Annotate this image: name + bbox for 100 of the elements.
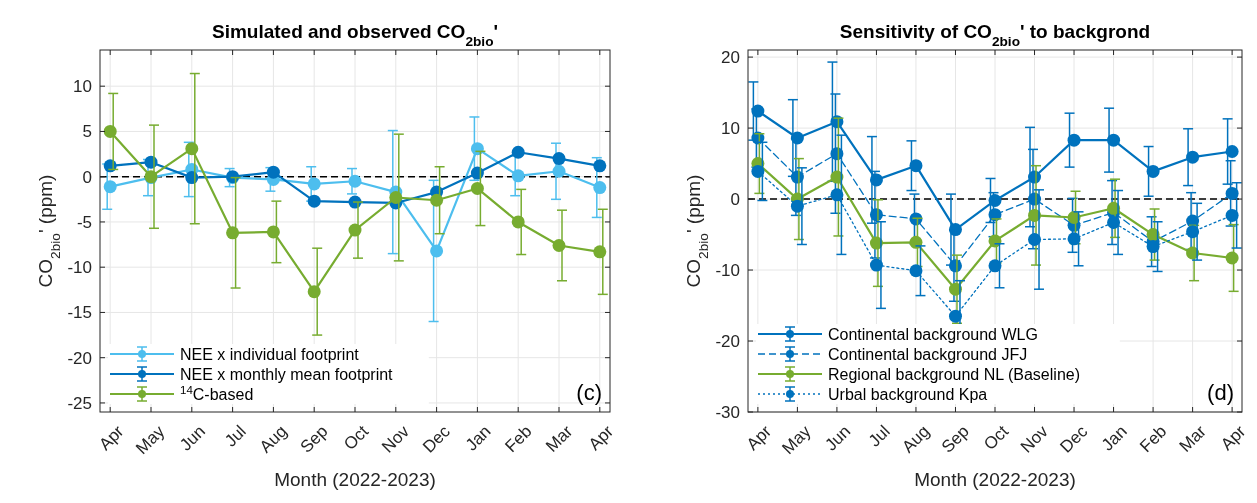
point: [1146, 240, 1160, 254]
x-tick-label: Mar: [542, 421, 577, 456]
point: [1186, 225, 1200, 239]
x-tick-label: Apr: [584, 421, 618, 454]
x-tick-label: Sep: [296, 421, 332, 457]
point: [830, 188, 844, 202]
point: [593, 245, 607, 259]
y-tick-label: 0: [730, 190, 740, 210]
x-tick-label: Aug: [255, 421, 291, 457]
point: [511, 145, 525, 159]
point: [307, 285, 321, 299]
y-tick-label: -10: [715, 260, 740, 280]
point: [348, 174, 362, 188]
legend-label: Continental background WLG: [828, 325, 1038, 343]
point: [1186, 150, 1200, 164]
point: [909, 264, 923, 278]
x-axis-title: Month (2022-2023): [914, 469, 1076, 490]
chart-title: Simulated and observed CO$_{2bio}$': [211, 21, 499, 49]
point: [593, 181, 607, 195]
x-tick-label: Sep: [937, 421, 973, 457]
point: [1225, 186, 1239, 200]
legend-label: Regional background NL (Baseline): [828, 365, 1080, 383]
x-axis-title: Month (2022-2023): [274, 469, 436, 490]
y-tick-label: -20: [715, 331, 740, 351]
point: [470, 181, 484, 195]
x-tick-label: Mar: [1175, 421, 1211, 456]
point: [266, 165, 280, 179]
point: [1067, 232, 1081, 246]
x-tick-label: May: [132, 421, 169, 458]
point: [470, 166, 484, 180]
point: [1225, 251, 1239, 265]
point: [511, 215, 525, 229]
x-tick-label: Nov: [378, 421, 414, 457]
y-tick-label: 10: [721, 119, 740, 139]
point: [307, 194, 321, 208]
x-tick-label: Apr: [95, 421, 128, 454]
x-tick-label: Aug: [898, 421, 934, 457]
point: [552, 238, 566, 252]
point: [185, 142, 199, 156]
y-tick-label: -15: [67, 303, 92, 323]
point: [307, 177, 321, 191]
point: [226, 226, 240, 240]
point: [869, 258, 883, 272]
legend-label: NEE x monthly mean footprint: [180, 365, 394, 383]
point: [103, 124, 117, 138]
point: [552, 152, 566, 166]
y-tick-label: 5: [82, 122, 92, 142]
point: [430, 244, 444, 258]
y-tick-label: -30: [715, 402, 740, 422]
x-tick-label: Jun: [821, 421, 855, 455]
point: [266, 225, 280, 239]
x-tick-label: May: [778, 421, 815, 458]
x-tick-label: Apr: [1217, 421, 1250, 454]
x-tick-label: Jan: [1097, 421, 1131, 455]
x-tick-label: Dec: [1056, 421, 1092, 457]
x-tick-label: Jul: [221, 421, 250, 451]
legend-label: Urbal background Kpa: [828, 385, 988, 403]
x-tick-label: Apr: [742, 421, 776, 454]
x-tick-label: Jun: [176, 421, 210, 455]
point: [430, 193, 444, 207]
annotation: (c): [576, 380, 602, 405]
point: [790, 199, 804, 213]
point: [470, 142, 484, 156]
y-tick-label: -10: [67, 258, 92, 278]
point: [103, 180, 117, 194]
point: [948, 309, 962, 323]
point: [348, 223, 362, 237]
y-tick-label: -25: [67, 393, 92, 413]
y-tick-label: 10: [73, 77, 92, 97]
point: [1107, 133, 1121, 147]
x-tick-label: Oct: [340, 421, 373, 454]
legend-label: NEE x individual footprint: [180, 345, 360, 363]
legend-label: Continental background JFJ: [828, 345, 1028, 363]
y-tick-label: -20: [67, 348, 92, 368]
y-tick-label: 20: [721, 48, 740, 68]
point: [593, 159, 607, 173]
x-tick-label: Feb: [1136, 421, 1171, 456]
y-tick-label: -5: [76, 212, 92, 232]
point: [1028, 233, 1042, 247]
x-tick-label: Jul: [864, 421, 894, 451]
point: [1225, 208, 1239, 222]
point: [1225, 145, 1239, 158]
point: [389, 191, 403, 205]
point: [1146, 164, 1160, 178]
chart-title: Sensitivity of CO$_{2bio}$' to backgrond: [839, 21, 1151, 49]
point: [909, 159, 923, 173]
x-tick-label: Nov: [1016, 421, 1053, 457]
point: [1107, 215, 1121, 229]
annotation: (d): [1207, 380, 1234, 405]
legend-label: $^{14}$C-based: [180, 383, 254, 403]
x-tick-label: Dec: [419, 421, 455, 457]
point: [751, 164, 765, 178]
x-tick-label: Feb: [501, 421, 536, 456]
point: [552, 164, 566, 178]
x-tick-label: Oct: [980, 421, 1013, 454]
point: [1067, 133, 1081, 147]
y-tick-label: 0: [82, 167, 92, 187]
x-tick-label: Jan: [461, 421, 495, 455]
point: [988, 259, 1002, 273]
point: [511, 169, 525, 183]
